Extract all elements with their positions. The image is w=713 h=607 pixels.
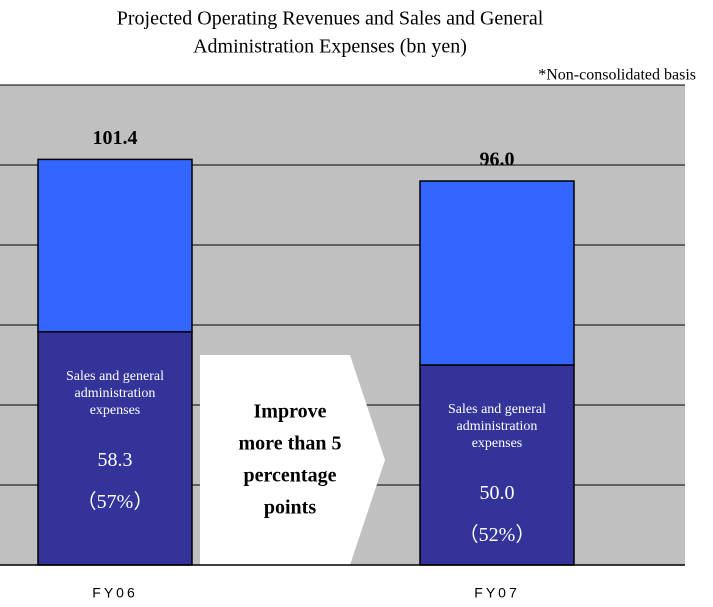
x-tick-label: FY06 [92, 585, 137, 601]
arrow [200, 355, 385, 565]
x-tick-label: FY07 [474, 585, 519, 601]
share-label: （57%） [76, 490, 154, 513]
annotation: percentage [244, 465, 337, 487]
chart-title: Administration Expenses (bn yen) [193, 36, 467, 58]
note: *Non-consolidated basis [538, 67, 696, 84]
annotation: points [264, 497, 316, 519]
bar-segment [37, 158, 193, 333]
bar-segment [419, 180, 575, 366]
share-label: （52%） [458, 524, 536, 546]
annotation: more than 5 [239, 433, 342, 455]
chart-title: Projected Operating Revenues and Sales a… [117, 8, 544, 30]
value-label: 50.0 [479, 482, 515, 504]
bar-segment [419, 364, 575, 566]
segment-name: Sales and general administration expense… [66, 368, 164, 418]
total-label: 96.0 [480, 149, 515, 171]
segment-name: Sales and general administration expense… [448, 402, 546, 451]
total-label: 101.4 [93, 127, 138, 149]
value-label: 58.3 [97, 448, 133, 471]
annotation: Improve [254, 401, 327, 423]
